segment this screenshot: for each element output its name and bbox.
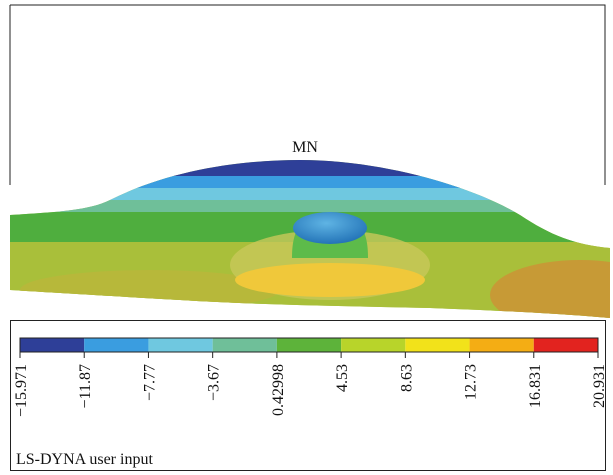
colorbar-tick-label: −15.971 — [13, 364, 30, 417]
footer: LS-DYNA user input — [16, 451, 153, 468]
colorbar-frame — [19, 337, 599, 353]
colorbar-tick-label: 20.931 — [591, 364, 608, 408]
colorbar-segment — [84, 338, 149, 352]
colorbar-tick-label: 8.63 — [398, 364, 415, 392]
colorbar-tick-label: −7.77 — [141, 364, 158, 401]
colorbar-segment — [212, 338, 277, 352]
upper-frame — [9, 4, 606, 185]
colorbar-segment — [405, 338, 470, 352]
colorbar-segment — [533, 338, 598, 352]
colorbar-segment — [276, 338, 342, 352]
colorbar-segment — [148, 338, 213, 352]
colorbar-tick-label: −11.87 — [77, 364, 94, 408]
label: MN — [292, 139, 318, 156]
colorbar-tick-label: 4.53 — [334, 364, 351, 392]
colorbar-tick-label: 12.73 — [463, 364, 480, 400]
colorbar-segment — [469, 338, 534, 352]
bump-cap — [293, 212, 367, 244]
colorbar-segment — [20, 338, 85, 352]
crater-rim — [235, 263, 425, 297]
colorbar-tick-label: 0.42998 — [270, 364, 287, 416]
colorbar-segment — [341, 338, 406, 352]
colorbar-tick-label: 16.831 — [527, 364, 544, 408]
legend-frame — [10, 320, 606, 471]
colorbar-tick-label: −3.67 — [206, 364, 223, 401]
